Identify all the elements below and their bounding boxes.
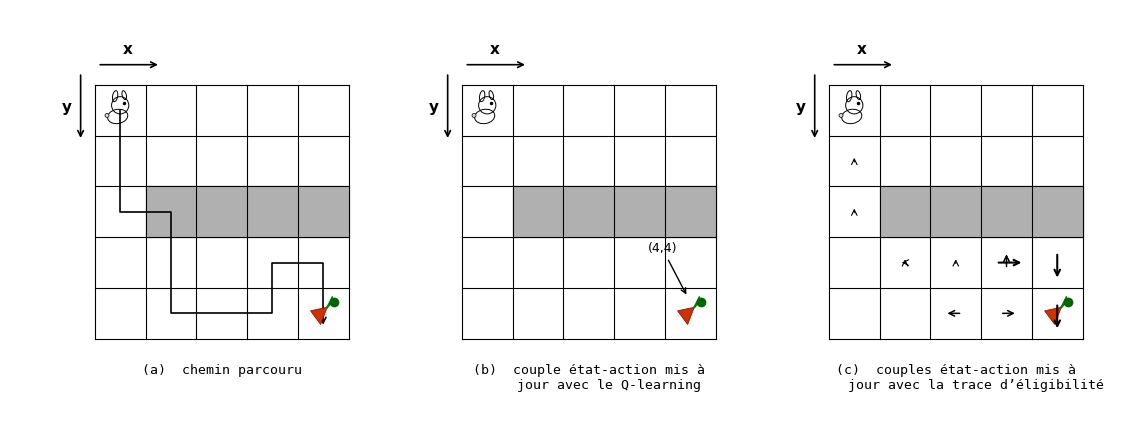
Circle shape — [473, 113, 476, 118]
Text: y: y — [796, 100, 806, 115]
Circle shape — [106, 113, 109, 118]
Text: x: x — [490, 42, 500, 57]
Bar — [513, 186, 716, 237]
Text: y: y — [62, 100, 72, 115]
Bar — [880, 186, 1083, 237]
Text: x: x — [857, 42, 867, 57]
Circle shape — [840, 113, 843, 118]
Text: (a)  chemin parcouru: (a) chemin parcouru — [142, 364, 302, 377]
Text: (c)  couples état-action mis à
     jour avec la trace d’éligibilité: (c) couples état-action mis à jour avec … — [807, 364, 1103, 392]
Bar — [146, 186, 349, 237]
Text: (b)  couple état-action mis à
     jour avec le Q-learning: (b) couple état-action mis à jour avec l… — [473, 364, 704, 392]
Polygon shape — [311, 307, 327, 325]
Polygon shape — [1045, 307, 1061, 325]
Text: (4,4): (4,4) — [648, 242, 686, 293]
Text: x: x — [123, 42, 133, 57]
Text: y: y — [429, 100, 439, 115]
Polygon shape — [678, 307, 694, 325]
